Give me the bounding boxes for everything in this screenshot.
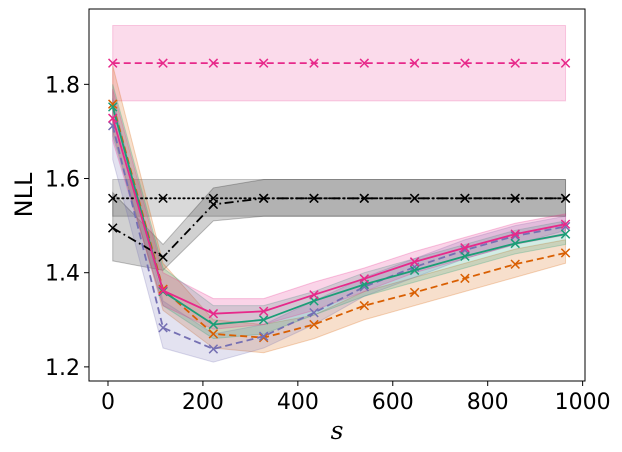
black-dashdot-marker xyxy=(510,193,520,204)
magenta-solid-marker xyxy=(560,219,571,229)
y-tick-label: 1.6 xyxy=(45,168,80,193)
black-dashdot-marker xyxy=(409,193,420,204)
series-magenta-solid xyxy=(108,113,571,319)
magenta-solid-marker xyxy=(460,243,470,253)
purple-dashed-marker xyxy=(258,331,269,341)
magenta-dashed-flat-marker xyxy=(158,58,168,68)
y-tick-label: 1.2 xyxy=(45,356,80,381)
magenta-dashed-flat-marker xyxy=(258,58,269,68)
black-dashdot-marker xyxy=(208,199,219,210)
magenta-dashed-flat-marker xyxy=(208,58,219,68)
orange-dashed-marker xyxy=(510,259,520,269)
x-tick-label: 600 xyxy=(372,390,414,415)
orange-band xyxy=(112,65,567,354)
x-tick-label: 0 xyxy=(101,390,115,415)
x-tick-label: 200 xyxy=(182,390,224,415)
magenta-solid-marker xyxy=(359,274,370,284)
magenta-dashed-flat-marker xyxy=(108,58,118,68)
orange-dashed-line xyxy=(111,103,566,339)
y-axis-label: NLL xyxy=(10,172,38,217)
orange-dashed-marker xyxy=(560,248,571,258)
teal-solid-marker xyxy=(258,315,269,325)
magenta-dashed-flat-marker xyxy=(309,58,319,68)
purple-dashed-marker xyxy=(158,323,168,333)
magenta-solid-marker xyxy=(108,113,118,123)
x-tick-label: 400 xyxy=(277,390,319,415)
teal-solid-marker xyxy=(208,319,219,330)
teal-solid-marker xyxy=(460,251,470,261)
teal-solid-marker xyxy=(510,238,520,249)
x-axis: 0 200 400 600 800 1000 xyxy=(101,381,611,415)
purple-dashed-marker xyxy=(309,307,319,318)
black-dotted-flat-marker xyxy=(108,193,118,204)
purple-dashed-marker xyxy=(208,344,219,354)
plot-frame xyxy=(88,8,586,382)
purple-band xyxy=(112,98,567,363)
black-dashdot-marker xyxy=(258,193,269,204)
black-dashdot-marker xyxy=(158,252,168,262)
magenta-dashed-flat-marker xyxy=(460,58,470,68)
magenta-solid-marker xyxy=(309,290,319,300)
series-black-dashdot xyxy=(108,193,571,262)
purple-dashed-line xyxy=(111,125,566,350)
y-tick-label: 1.8 xyxy=(45,73,80,98)
black-dashdot-line xyxy=(112,197,566,259)
magenta-solid-line xyxy=(111,117,566,315)
magenta-solid-marker xyxy=(510,229,520,239)
magenta-dashed-flat-marker xyxy=(359,58,370,68)
x-axis-label: s xyxy=(331,416,344,445)
magenta-solid-marker xyxy=(258,306,269,317)
series-magenta-dashed-flat xyxy=(108,58,571,68)
data-series xyxy=(108,58,571,354)
black-dashdot-marker xyxy=(309,193,319,204)
teal-solid-marker xyxy=(108,102,118,112)
magenta-solid-marker xyxy=(409,257,420,267)
orange-dashed-marker xyxy=(460,273,470,284)
magenta-dashed-flat-marker xyxy=(510,58,520,68)
y-axis: 1.2 1.4 1.6 1.8 xyxy=(45,73,89,381)
orange-dashed-marker xyxy=(309,319,319,330)
x-tick-label: 1000 xyxy=(555,390,611,415)
black-dotted-flat-marker xyxy=(158,193,168,204)
black-dashdot-marker xyxy=(460,193,470,204)
black-dashdot-marker xyxy=(560,193,571,204)
black-dashdot-marker xyxy=(359,193,370,204)
orange-dashed-marker xyxy=(208,329,219,339)
black-dashdot-marker xyxy=(108,223,118,233)
y-tick-label: 1.4 xyxy=(45,262,80,287)
orange-dashed-marker xyxy=(409,287,420,298)
magenta-dashed-flat-marker xyxy=(560,58,571,68)
magenta-solid-marker xyxy=(208,308,219,319)
orange-dashed-marker xyxy=(359,300,370,311)
teal-solid-marker xyxy=(409,265,420,276)
orange-dashed-marker xyxy=(258,332,269,343)
series-orange-dashed xyxy=(108,99,571,343)
series-purple-dashed xyxy=(108,121,571,354)
magenta-solid-marker xyxy=(158,285,168,296)
orange-dashed-marker xyxy=(108,99,118,109)
purple-dashed-marker xyxy=(560,221,571,232)
x-tick-label: 800 xyxy=(467,390,509,415)
confidence-bands xyxy=(112,24,567,363)
magenta-dashed-flat-marker xyxy=(409,58,420,68)
teal-solid-line xyxy=(111,106,566,326)
teal-solid-marker xyxy=(560,229,571,239)
